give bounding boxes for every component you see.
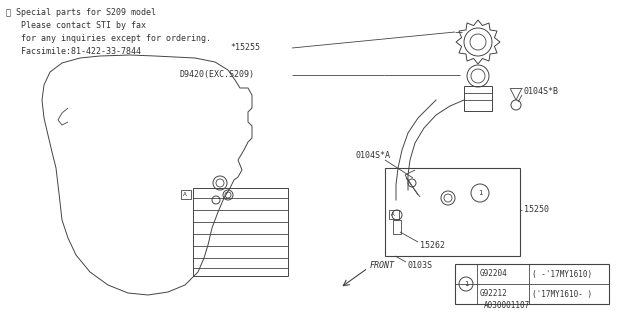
- Text: A: A: [183, 193, 187, 197]
- Bar: [385, 168, 520, 256]
- Text: 15250: 15250: [524, 205, 549, 214]
- Text: 0104S*A: 0104S*A: [355, 150, 390, 159]
- Bar: [464, 86, 492, 111]
- Text: Facsimile:81-422-33-7844: Facsimile:81-422-33-7844: [6, 47, 141, 56]
- Text: Please contact STI by fax: Please contact STI by fax: [6, 21, 146, 30]
- Text: for any inquiries except for ordering.: for any inquiries except for ordering.: [6, 34, 211, 43]
- Text: 1: 1: [464, 281, 468, 287]
- Text: 15262: 15262: [420, 241, 445, 250]
- Text: 0104S*B: 0104S*B: [524, 87, 559, 97]
- Bar: [181, 190, 191, 199]
- Text: A: A: [391, 212, 395, 218]
- Text: FRONT: FRONT: [370, 260, 395, 269]
- Bar: [193, 188, 288, 276]
- Bar: [393, 220, 401, 234]
- Text: D9420(EXC.S209): D9420(EXC.S209): [180, 70, 255, 79]
- Text: ( -'17MY1610): ( -'17MY1610): [532, 269, 592, 278]
- Text: ※ Special parts for S209 model: ※ Special parts for S209 model: [6, 8, 156, 17]
- Text: A030001107: A030001107: [484, 301, 530, 310]
- Text: G92212: G92212: [480, 290, 508, 299]
- Text: 1: 1: [478, 190, 482, 196]
- Text: 0103S: 0103S: [408, 260, 433, 269]
- Text: G92204: G92204: [480, 269, 508, 278]
- Bar: [389, 210, 399, 219]
- Text: *15255: *15255: [230, 44, 260, 52]
- Text: ('17MY1610- ): ('17MY1610- ): [532, 290, 592, 299]
- Bar: [455, 264, 609, 304]
